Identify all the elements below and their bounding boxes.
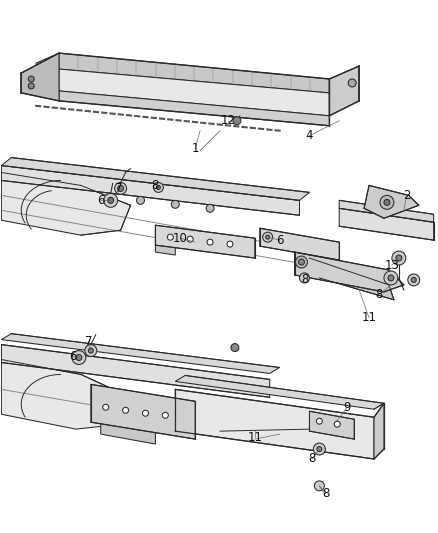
Text: 8: 8 (300, 273, 307, 286)
Circle shape (167, 234, 173, 240)
Circle shape (85, 345, 96, 357)
Circle shape (103, 193, 117, 207)
Circle shape (407, 274, 419, 286)
Circle shape (117, 185, 124, 191)
Circle shape (76, 354, 82, 360)
Circle shape (114, 182, 126, 195)
Polygon shape (373, 403, 383, 459)
Text: 2: 2 (402, 189, 410, 202)
Circle shape (316, 447, 321, 451)
Circle shape (387, 275, 393, 281)
Polygon shape (91, 384, 195, 439)
Text: 11: 11 (247, 431, 261, 443)
Circle shape (316, 418, 321, 424)
Text: 12: 12 (220, 114, 235, 127)
Circle shape (122, 407, 128, 413)
Text: 8: 8 (152, 179, 159, 192)
Circle shape (379, 196, 393, 209)
Circle shape (207, 239, 212, 245)
Circle shape (162, 412, 168, 418)
Circle shape (410, 278, 415, 282)
Polygon shape (101, 394, 155, 444)
Circle shape (153, 182, 163, 192)
Circle shape (265, 235, 269, 239)
Text: 1: 1 (191, 142, 198, 155)
Circle shape (383, 199, 389, 205)
Polygon shape (21, 53, 59, 101)
Polygon shape (36, 53, 59, 89)
Circle shape (187, 236, 193, 242)
Polygon shape (1, 360, 130, 429)
Polygon shape (155, 225, 254, 258)
Polygon shape (175, 375, 383, 409)
Circle shape (230, 344, 238, 352)
Polygon shape (1, 173, 130, 235)
Text: 8: 8 (322, 487, 329, 500)
Polygon shape (59, 53, 328, 93)
Text: 4: 4 (305, 129, 312, 142)
Circle shape (142, 410, 148, 416)
Circle shape (102, 404, 109, 410)
Polygon shape (1, 345, 269, 397)
Text: 6: 6 (275, 233, 283, 247)
Polygon shape (363, 185, 418, 218)
Circle shape (156, 185, 160, 189)
Text: 13: 13 (384, 259, 399, 271)
Polygon shape (155, 230, 175, 255)
Text: 8: 8 (308, 453, 315, 465)
Text: 9: 9 (343, 401, 350, 414)
Circle shape (347, 79, 355, 87)
Circle shape (262, 232, 272, 242)
Text: 7: 7 (85, 335, 92, 348)
Circle shape (107, 197, 113, 203)
Circle shape (298, 259, 304, 265)
Circle shape (88, 348, 93, 353)
Polygon shape (339, 200, 433, 222)
Polygon shape (59, 69, 328, 116)
Circle shape (299, 273, 309, 283)
Circle shape (295, 256, 307, 268)
Polygon shape (59, 91, 328, 126)
Circle shape (171, 200, 179, 208)
Text: 6: 6 (69, 350, 77, 363)
Polygon shape (1, 334, 279, 374)
Polygon shape (339, 208, 433, 240)
Polygon shape (1, 158, 309, 200)
Text: 11: 11 (361, 311, 376, 324)
Polygon shape (175, 389, 373, 459)
Polygon shape (259, 228, 339, 260)
Circle shape (391, 251, 405, 265)
Polygon shape (328, 66, 358, 116)
Polygon shape (309, 411, 353, 439)
Circle shape (383, 271, 397, 285)
Circle shape (28, 83, 34, 89)
Circle shape (233, 117, 240, 125)
Circle shape (314, 481, 324, 491)
Polygon shape (294, 252, 403, 292)
Circle shape (313, 443, 325, 455)
Text: 6: 6 (97, 194, 104, 207)
Circle shape (28, 76, 34, 82)
Polygon shape (309, 258, 393, 300)
Circle shape (226, 241, 233, 247)
Circle shape (205, 204, 214, 212)
Text: 7: 7 (115, 182, 122, 195)
Circle shape (136, 196, 144, 204)
Text: 10: 10 (173, 232, 187, 245)
Circle shape (72, 351, 86, 365)
Text: 8: 8 (374, 288, 382, 301)
Circle shape (395, 255, 401, 261)
Polygon shape (1, 166, 299, 215)
Circle shape (333, 421, 339, 427)
